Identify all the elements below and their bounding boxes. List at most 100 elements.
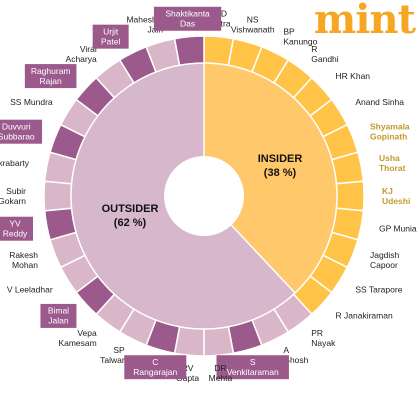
governor-name: DR xyxy=(214,363,226,373)
governor-name: Capoor xyxy=(370,260,398,270)
pie-slice-insider xyxy=(204,63,338,293)
governor-name: V Leeladhar xyxy=(7,285,53,295)
governor-name: KC Chakrabarty xyxy=(0,158,30,168)
governor-name: Gokarn xyxy=(0,196,26,206)
governor-name: Gandhi xyxy=(311,54,339,64)
ring-segment xyxy=(173,35,205,67)
governor-name: Shyamala xyxy=(370,121,410,131)
slice-pct-insider: (38 %) xyxy=(264,167,297,179)
slice-pct-outsider: (62 %) xyxy=(114,217,147,229)
governor-name: Duvvuri xyxy=(2,121,31,131)
ring-segment xyxy=(43,180,73,212)
governor-name: Usha xyxy=(379,153,400,163)
mint-logo: mint xyxy=(313,0,416,43)
governor-name: Vishwanath xyxy=(231,25,275,35)
slice-label-insider: INSIDER xyxy=(258,153,303,165)
governor-label-box xyxy=(0,216,34,241)
governor-name: Subir xyxy=(6,186,26,196)
ring-segment xyxy=(203,325,235,357)
governor-name: SS Tarapore xyxy=(355,285,402,295)
governor-name: HR Khan xyxy=(336,71,371,81)
governor-name: C xyxy=(152,357,158,367)
governor-name: Rangarajan xyxy=(133,367,177,377)
governor-name: Rakesh xyxy=(9,250,38,260)
governor-name: Udeshi xyxy=(382,196,410,206)
governor-name: Rajan xyxy=(40,76,62,86)
governor-label-box xyxy=(24,64,77,89)
governor-name: Kanungo xyxy=(283,36,317,46)
governor-name: SP xyxy=(113,345,125,355)
governor-name: Thorat xyxy=(379,163,406,173)
governor-name: Jalan xyxy=(48,316,69,326)
governor-name: Acharya xyxy=(66,54,97,64)
ring-segment xyxy=(335,180,365,212)
governor-name: PR xyxy=(311,328,323,338)
governor-label-box xyxy=(92,24,129,49)
governor-name: Mehta xyxy=(209,373,233,383)
governor-name: YV xyxy=(9,219,21,229)
governor-name: KJ xyxy=(382,186,393,196)
governor-name: A xyxy=(283,345,289,355)
governor-name: Nayak xyxy=(311,338,336,348)
governor-name: Venkitaraman xyxy=(227,367,279,377)
governor-name: Shaktikanta xyxy=(165,9,210,19)
governor-label: SS Mundra xyxy=(10,97,53,107)
governor-name: Patel xyxy=(101,36,120,46)
governor-name: Urjit xyxy=(103,26,119,36)
governor-name: Anand Sinha xyxy=(355,97,404,107)
governor-name: Gupta xyxy=(176,373,199,383)
governor-name: NS xyxy=(247,15,259,25)
governor-name: Subbarao xyxy=(0,131,35,141)
governor-label-box xyxy=(216,355,289,380)
governor-name: Kamesam xyxy=(58,338,96,348)
governor-label: R Janakiraman xyxy=(336,311,393,321)
governor-name: Bimal xyxy=(48,306,69,316)
governor-label-box xyxy=(153,6,222,31)
governor-label: GP Muniappan xyxy=(379,224,417,234)
governor-label-box xyxy=(40,303,77,328)
governor-name: S xyxy=(250,357,256,367)
governor-name: Reddy xyxy=(3,229,28,239)
governor-name: Raghuram xyxy=(31,66,71,76)
governor-name: Ghosh xyxy=(283,355,308,365)
governor-label-box xyxy=(124,355,187,380)
governor-name: Gopinath xyxy=(370,131,407,141)
governor-name: Mohan xyxy=(12,260,38,270)
donut-hole xyxy=(164,156,244,236)
governor-name: R Janakiraman xyxy=(336,311,393,321)
slice-label-outsider: OUTSIDER xyxy=(102,203,159,215)
governor-name: BP xyxy=(283,26,295,36)
governor-label: SS Tarapore xyxy=(355,285,402,295)
governor-name: SS Mundra xyxy=(10,97,53,107)
governor-name: Viral xyxy=(80,44,97,54)
governor-label: Anand Sinha xyxy=(355,97,404,107)
governor-name: Vepa xyxy=(77,328,97,338)
governor-name: GP Muniappan xyxy=(379,224,417,234)
governor-name: Das xyxy=(180,19,195,29)
